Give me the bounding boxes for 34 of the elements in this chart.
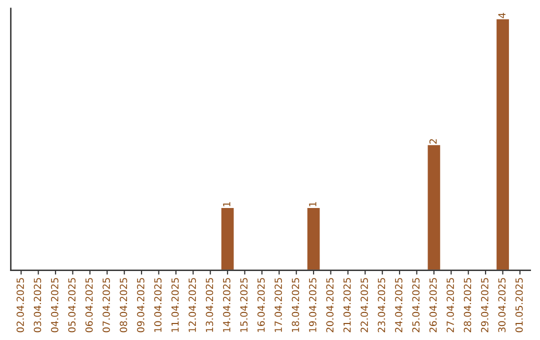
data-label: 4: [498, 12, 506, 18]
x-tick-label: 15.04.2025: [240, 278, 248, 332]
x-tick-label: 08.04.2025: [120, 278, 128, 332]
x-tick-label: 07.04.2025: [102, 278, 110, 332]
x-tick-label: 09.04.2025: [136, 278, 144, 332]
x-tick-label: 20.04.2025: [326, 278, 334, 332]
x-tick-label: 27.04.2025: [446, 278, 454, 332]
x-tick-label: 22.04.2025: [360, 278, 368, 332]
x-tick-label: 30.04.2025: [498, 278, 506, 332]
x-tick-label: 29.04.2025: [481, 278, 488, 332]
x-tick-label: 02.04.2025: [16, 278, 24, 332]
data-label: 1: [223, 202, 230, 206]
x-tick-label: 12.04.2025: [188, 278, 196, 332]
data-label: 1: [309, 202, 316, 206]
x-tick-label: 11.04.2025: [171, 278, 179, 332]
x-tick-label: 25.04.2025: [412, 278, 420, 332]
x-tick-label: 23.04.2025: [378, 278, 386, 332]
x-tick-label: 10.04.2025: [154, 278, 162, 332]
x-tick-label: 17.04.2025: [274, 278, 282, 332]
x-tick-label: 26.04.2025: [429, 278, 437, 332]
x-tick-label: 13.04.2025: [206, 278, 214, 332]
x-tick-label: 19.04.2025: [309, 278, 316, 332]
x-tick-label: 24.04.2025: [395, 278, 402, 332]
x-tick-label: 18.04.2025: [292, 278, 300, 332]
x-tick-label: 06.04.2025: [85, 278, 93, 332]
x-tick-label: 05.04.2025: [68, 278, 76, 332]
x-tick-label: 28.04.2025: [464, 278, 472, 332]
x-tick-label: 21.04.2025: [343, 278, 351, 332]
data-label: 2: [429, 139, 437, 144]
x-tick-label: 14.04.2025: [223, 278, 230, 332]
x-tick-label: 03.04.2025: [34, 278, 42, 332]
x-tick-label: 04.04.2025: [50, 278, 58, 332]
x-tick-label: 01.05.2025: [515, 278, 523, 332]
x-tick-label: 16.04.2025: [257, 278, 265, 332]
